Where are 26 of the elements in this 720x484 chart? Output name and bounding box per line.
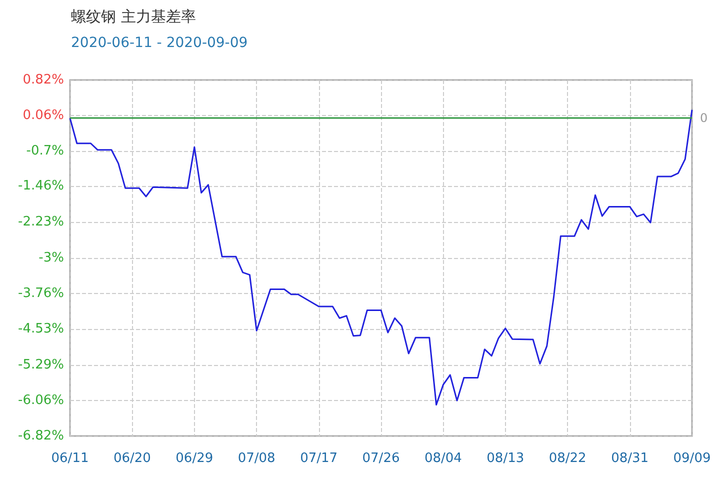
x-tick-label: 09/09: [673, 451, 711, 466]
x-tick-label: 08/31: [611, 451, 649, 466]
x-tick-label: 07/08: [238, 451, 276, 466]
x-tick-label: 07/26: [362, 451, 400, 466]
y-tick-label: -3%: [38, 250, 64, 266]
x-tick-label: 07/17: [300, 451, 338, 466]
line-series: [69, 109, 693, 406]
ref-line-label: 0: [700, 111, 708, 126]
y-tick-label: -1.46%: [18, 178, 64, 194]
x-tick-label: 06/29: [176, 451, 214, 466]
chart-subtitle: 2020-06-11 - 2020-09-09: [71, 35, 248, 51]
x-tick-label: 06/11: [51, 451, 89, 466]
y-tick-label: 0.82%: [22, 72, 64, 88]
y-tick-label: 0.06%: [22, 108, 64, 124]
y-tick-label: -6.06%: [18, 392, 64, 408]
y-tick-label: -6.82%: [18, 428, 64, 444]
y-tick-label: -2.23%: [18, 214, 64, 230]
y-tick-label: -3.76%: [18, 286, 64, 302]
x-tick-label: 08/04: [424, 451, 462, 466]
x-tick-label: 08/13: [486, 451, 524, 466]
chart-title: 螺纹钢 主力基差率: [71, 8, 196, 26]
y-tick-label: -4.53%: [18, 322, 64, 337]
y-tick-label: -0.7%: [26, 144, 64, 159]
x-tick-label: 08/22: [548, 451, 586, 466]
y-tick-label: -5.29%: [18, 357, 64, 372]
x-tick-label: 06/20: [113, 451, 151, 466]
